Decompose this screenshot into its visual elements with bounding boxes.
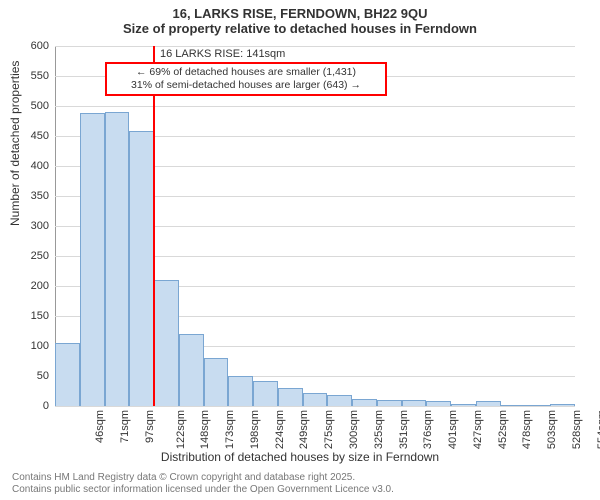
x-tick-label: 173sqm (224, 410, 236, 449)
grid-line (55, 406, 575, 407)
chart-title-block: 16, LARKS RISE, FERNDOWN, BH22 9QU Size … (0, 0, 600, 36)
histogram-bar (228, 376, 253, 406)
histogram-bar (402, 400, 427, 406)
grid-line (55, 46, 575, 47)
x-tick-label: 148sqm (200, 410, 212, 449)
y-tick-label: 200 (31, 280, 55, 292)
y-tick-label: 550 (31, 70, 55, 82)
x-tick-label: 249sqm (299, 410, 311, 449)
reference-marker-line (153, 46, 155, 406)
x-tick-label: 97sqm (144, 410, 156, 443)
footer-line2: Contains public sector information licen… (12, 484, 394, 496)
annotation-line1: ← 69% of detached houses are smaller (1,… (113, 66, 379, 79)
histogram-bar (154, 280, 179, 406)
title-line1: 16, LARKS RISE, FERNDOWN, BH22 9QU (0, 6, 600, 21)
histogram-bar (476, 401, 501, 406)
x-tick-label: 300sqm (348, 410, 360, 449)
histogram-bar (377, 400, 402, 406)
marker-title: 16 LARKS RISE: 141sqm (160, 48, 285, 60)
y-tick-label: 300 (31, 220, 55, 232)
histogram-bar (501, 405, 526, 406)
footer-attribution: Contains HM Land Registry data © Crown c… (12, 472, 394, 496)
x-tick-label: 351sqm (398, 410, 410, 449)
x-tick-label: 198sqm (249, 410, 261, 449)
y-tick-label: 450 (31, 130, 55, 142)
x-tick-label: 528sqm (571, 410, 583, 449)
x-tick-label: 503sqm (546, 410, 558, 449)
histogram-bar (525, 405, 550, 406)
x-tick-label: 554sqm (596, 410, 600, 449)
x-tick-label: 376sqm (422, 410, 434, 449)
x-axis-label: Distribution of detached houses by size … (0, 450, 600, 464)
histogram-bar (55, 343, 80, 406)
y-tick-label: 600 (31, 40, 55, 52)
chart-plot-area: 05010015020025030035040045050055060046sq… (55, 46, 575, 406)
x-tick-label: 71sqm (119, 410, 131, 443)
histogram-bar (426, 401, 451, 406)
x-tick-label: 275sqm (323, 410, 335, 449)
y-tick-label: 50 (37, 370, 55, 382)
histogram-bar (352, 399, 377, 406)
y-tick-label: 100 (31, 340, 55, 352)
annotation-box: ← 69% of detached houses are smaller (1,… (105, 62, 387, 96)
grid-line (55, 106, 575, 107)
histogram-bar (204, 358, 229, 406)
annotation-line2: 31% of semi-detached houses are larger (… (113, 79, 379, 92)
y-tick-label: 350 (31, 190, 55, 202)
footer-line1: Contains HM Land Registry data © Crown c… (12, 472, 394, 484)
y-tick-label: 0 (43, 400, 55, 412)
histogram-bar (80, 113, 105, 406)
y-tick-label: 500 (31, 100, 55, 112)
histogram-bar (327, 395, 352, 406)
x-tick-label: 325sqm (373, 410, 385, 449)
histogram-bar (451, 404, 476, 406)
y-tick-label: 400 (31, 160, 55, 172)
x-tick-label: 452sqm (497, 410, 509, 449)
y-tick-label: 150 (31, 310, 55, 322)
y-tick-label: 250 (31, 250, 55, 262)
x-tick-label: 46sqm (94, 410, 106, 443)
x-tick-label: 478sqm (521, 410, 533, 449)
x-tick-label: 401sqm (447, 410, 459, 449)
histogram-bar (179, 334, 204, 406)
histogram-bar (129, 131, 154, 406)
y-axis-label: Number of detached properties (8, 61, 22, 226)
x-tick-label: 122sqm (175, 410, 187, 449)
histogram-bar (278, 388, 303, 406)
histogram-bar (105, 112, 130, 406)
x-tick-label: 224sqm (274, 410, 286, 449)
histogram-bar (550, 404, 575, 406)
x-tick-label: 427sqm (472, 410, 484, 449)
histogram-bar (303, 393, 328, 406)
histogram-bar (253, 381, 278, 406)
title-line2: Size of property relative to detached ho… (0, 21, 600, 36)
